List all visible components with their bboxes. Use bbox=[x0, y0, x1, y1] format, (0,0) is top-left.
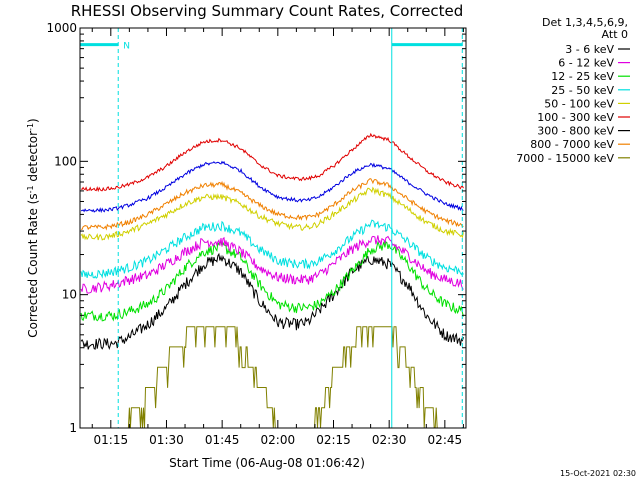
legend-entry-label: 25 - 50 keV bbox=[551, 84, 614, 97]
x-tick-label: 02:45 bbox=[428, 433, 463, 447]
x-tick-label: 02:00 bbox=[261, 433, 296, 447]
y-tick-label: 100 bbox=[54, 154, 77, 168]
series-line bbox=[80, 219, 464, 279]
legend-header-line-2: Att 0 bbox=[602, 28, 628, 41]
y-axis-label-suffix: ) bbox=[26, 118, 40, 123]
x-tick-label: 02:15 bbox=[316, 433, 351, 447]
y-axis-label: Corrected Count Rate (s-1 detector-1) bbox=[26, 118, 41, 337]
night-bar-label: N bbox=[123, 42, 130, 52]
series-line bbox=[80, 235, 464, 294]
x-tick-label: 01:45 bbox=[205, 433, 240, 447]
series-line bbox=[80, 132, 464, 193]
legend-entry-label: 7000 - 15000 keV bbox=[516, 152, 614, 165]
chart-title: RHESSI Observing Summary Count Rates, Co… bbox=[71, 2, 464, 20]
footer-timestamp: 15-Oct-2021 02:30 bbox=[560, 469, 636, 478]
y-axis-label-sup2: -1 bbox=[26, 123, 35, 131]
legend-entry-label: 100 - 300 keV bbox=[537, 111, 614, 124]
legend-entry-label: 300 - 800 keV bbox=[537, 125, 614, 138]
legend-entry-label: 3 - 6 keV bbox=[565, 43, 614, 56]
y-tick-label: 1000 bbox=[46, 21, 77, 35]
plot-frame bbox=[79, 27, 467, 429]
x-axis: 01:15 01:30 01:45 02:00 02:15 02:30 02:45 bbox=[91, 28, 464, 447]
y-axis: 1 10 100 1000 bbox=[46, 21, 466, 435]
x-tick-label: 01:15 bbox=[94, 433, 129, 447]
series-line bbox=[81, 160, 464, 214]
series-line bbox=[80, 186, 464, 241]
y-tick-label: 10 bbox=[62, 288, 77, 302]
series-line bbox=[81, 178, 464, 231]
y-axis-label-sup1: -1 bbox=[26, 185, 35, 193]
x-axis-label: Start Time (06-Aug-08 01:06:42) bbox=[169, 456, 365, 470]
y-tick-label: 1 bbox=[69, 421, 77, 435]
legend-entry-label: 50 - 100 keV bbox=[544, 97, 614, 110]
legend-entry-label: 6 - 12 keV bbox=[558, 57, 614, 70]
series-line bbox=[80, 252, 464, 351]
series-line bbox=[80, 240, 464, 322]
series-line bbox=[81, 326, 464, 429]
x-tick-label: 01:30 bbox=[149, 433, 184, 447]
y-axis-label-prefix: Corrected Count Rate (s bbox=[26, 193, 40, 337]
legend-entry-label: 800 - 7000 keV bbox=[530, 138, 614, 151]
y-axis-label-middle: detector bbox=[26, 131, 40, 186]
legend-entry-label: 12 - 25 keV bbox=[551, 70, 614, 83]
legend-header-line-1: Det 1,3,4,5,6,9, bbox=[542, 16, 628, 29]
x-tick-label: 02:30 bbox=[372, 433, 407, 447]
